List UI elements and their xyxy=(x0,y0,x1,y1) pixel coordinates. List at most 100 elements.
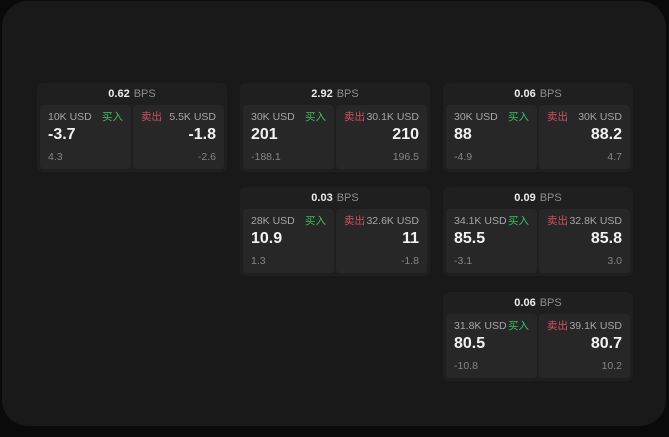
bps-unit-label: BPS xyxy=(539,192,562,204)
buy-side-label: 买入 xyxy=(508,215,529,227)
buy-sell-panels: 31.8K USD 买入 80.5 -10.8 卖出 39.1K USD 80.… xyxy=(446,314,630,378)
sell-panel[interactable]: 卖出 32.8K USD 85.8 3.0 xyxy=(539,209,630,273)
sell-amount: 30.1K USD xyxy=(366,111,419,123)
buy-secondary-value: -3.1 xyxy=(454,255,473,267)
sell-side-label: 卖出 xyxy=(547,215,568,227)
sell-panel-header: 卖出 5.5K USD xyxy=(141,110,216,124)
bps-unit-label: BPS xyxy=(133,88,156,100)
sell-panel-header: 卖出 32.6K USD xyxy=(344,214,419,228)
buy-sell-panels: 10K USD 买入 -3.7 4.3 卖出 5.5K USD -1.8 -2.… xyxy=(40,105,224,169)
bps-unit-label: BPS xyxy=(336,192,359,204)
buy-price: -3.7 xyxy=(48,126,76,143)
buy-secondary-value: -188.1 xyxy=(251,151,281,163)
bps-unit-label: BPS xyxy=(336,88,359,100)
bps-value: 0.03 xyxy=(311,192,333,204)
buy-price: 80.5 xyxy=(454,335,486,352)
quote-card[interactable]: 0.03 BPS 28K USD 买入 10.9 1.3 卖出 32.6K US… xyxy=(240,187,430,276)
buy-panel[interactable]: 30K USD 买入 88 -4.9 xyxy=(446,105,537,169)
sell-amount: 32.6K USD xyxy=(366,215,419,227)
sell-side-label: 卖出 xyxy=(344,215,365,227)
buy-price: 88 xyxy=(454,126,472,143)
buy-sell-panels: 30K USD 买入 201 -188.1 卖出 30.1K USD 210 1… xyxy=(243,105,427,169)
sell-secondary-value: 4.7 xyxy=(607,151,622,163)
buy-panel-header: 31.8K USD 买入 xyxy=(454,319,529,333)
sell-panel[interactable]: 卖出 5.5K USD -1.8 -2.6 xyxy=(133,105,224,169)
sell-amount: 32.8K USD xyxy=(569,215,622,227)
buy-amount: 30K USD xyxy=(251,111,295,123)
quote-card[interactable]: 0.06 BPS 30K USD 买入 88 -4.9 卖出 30K USD 8… xyxy=(443,83,633,172)
buy-secondary-value: 1.3 xyxy=(251,255,266,267)
bps-value: 0.06 xyxy=(514,88,536,100)
buy-panel-header: 34.1K USD 买入 xyxy=(454,214,529,228)
card-header: 0.06 BPS xyxy=(446,83,630,105)
sell-amount: 30K USD xyxy=(578,111,622,123)
buy-panel-header: 30K USD 买入 xyxy=(454,110,529,124)
sell-price: 80.7 xyxy=(590,335,622,352)
buy-price: 10.9 xyxy=(251,230,283,247)
sell-side-label: 卖出 xyxy=(141,111,162,123)
sell-price: 210 xyxy=(392,126,419,143)
card-header: 0.03 BPS xyxy=(243,187,427,209)
buy-panel[interactable]: 34.1K USD 买入 85.5 -3.1 xyxy=(446,209,537,273)
buy-panel[interactable]: 10K USD 买入 -3.7 4.3 xyxy=(40,105,131,169)
buy-side-label: 买入 xyxy=(305,111,326,123)
buy-panel-header: 28K USD 买入 xyxy=(251,214,326,228)
sell-panel-header: 卖出 30K USD xyxy=(547,110,622,124)
bps-unit-label: BPS xyxy=(539,297,562,309)
quote-card[interactable]: 0.06 BPS 31.8K USD 买入 80.5 -10.8 卖出 39.1… xyxy=(443,292,633,381)
sell-amount: 5.5K USD xyxy=(169,111,216,123)
sell-side-label: 卖出 xyxy=(547,320,568,332)
sell-secondary-value: -1.8 xyxy=(400,255,419,267)
sell-panel[interactable]: 卖出 30.1K USD 210 196.5 xyxy=(336,105,427,169)
quote-card[interactable]: 2.92 BPS 30K USD 买入 201 -188.1 卖出 30.1K … xyxy=(240,83,430,172)
sell-panel-header: 卖出 30.1K USD xyxy=(344,110,419,124)
sell-side-label: 卖出 xyxy=(344,111,365,123)
bps-value: 2.92 xyxy=(311,88,333,100)
buy-side-label: 买入 xyxy=(508,111,529,123)
buy-amount: 34.1K USD xyxy=(454,215,507,227)
sell-secondary-value: 196.5 xyxy=(392,151,419,163)
quote-card[interactable]: 0.62 BPS 10K USD 买入 -3.7 4.3 卖出 5.5K USD… xyxy=(37,83,227,172)
buy-amount: 10K USD xyxy=(48,111,92,123)
buy-price: 85.5 xyxy=(454,230,486,247)
sell-amount: 39.1K USD xyxy=(569,320,622,332)
sell-panel-header: 卖出 39.1K USD xyxy=(547,319,622,333)
sell-panel[interactable]: 卖出 39.1K USD 80.7 10.2 xyxy=(539,314,630,378)
sell-price: -1.8 xyxy=(188,126,216,143)
buy-sell-panels: 30K USD 买入 88 -4.9 卖出 30K USD 88.2 4.7 xyxy=(446,105,630,169)
buy-secondary-value: -10.8 xyxy=(454,360,478,372)
buy-price: 201 xyxy=(251,126,278,143)
buy-panel[interactable]: 28K USD 买入 10.9 1.3 xyxy=(243,209,334,273)
buy-panel-header: 30K USD 买入 xyxy=(251,110,326,124)
buy-side-label: 买入 xyxy=(102,111,123,123)
buy-panel[interactable]: 31.8K USD 买入 80.5 -10.8 xyxy=(446,314,537,378)
buy-panel[interactable]: 30K USD 买入 201 -188.1 xyxy=(243,105,334,169)
card-header: 2.92 BPS xyxy=(243,83,427,105)
buy-secondary-value: 4.3 xyxy=(48,151,63,163)
buy-sell-panels: 34.1K USD 买入 85.5 -3.1 卖出 32.8K USD 85.8… xyxy=(446,209,630,273)
quote-card[interactable]: 0.09 BPS 34.1K USD 买入 85.5 -3.1 卖出 32.8K… xyxy=(443,187,633,276)
sell-secondary-value: -2.6 xyxy=(197,151,216,163)
sell-panel[interactable]: 卖出 32.6K USD 11 -1.8 xyxy=(336,209,427,273)
bps-value: 0.62 xyxy=(108,88,130,100)
sell-secondary-value: 3.0 xyxy=(607,255,622,267)
sell-panel-header: 卖出 32.8K USD xyxy=(547,214,622,228)
buy-panel-header: 10K USD 买入 xyxy=(48,110,123,124)
sell-secondary-value: 10.2 xyxy=(601,360,622,372)
buy-amount: 31.8K USD xyxy=(454,320,507,332)
sell-panel[interactable]: 卖出 30K USD 88.2 4.7 xyxy=(539,105,630,169)
card-header: 0.06 BPS xyxy=(446,292,630,314)
card-header: 0.62 BPS xyxy=(40,83,224,105)
card-header: 0.09 BPS xyxy=(446,187,630,209)
buy-side-label: 买入 xyxy=(508,320,529,332)
bps-value: 0.09 xyxy=(514,192,536,204)
bps-unit-label: BPS xyxy=(539,88,562,100)
buy-secondary-value: -4.9 xyxy=(454,151,473,163)
sell-price: 88.2 xyxy=(590,126,622,143)
sell-side-label: 卖出 xyxy=(547,111,568,123)
buy-sell-panels: 28K USD 买入 10.9 1.3 卖出 32.6K USD 11 -1.8 xyxy=(243,209,427,273)
bps-value: 0.06 xyxy=(514,297,536,309)
sell-price: 11 xyxy=(402,230,419,247)
